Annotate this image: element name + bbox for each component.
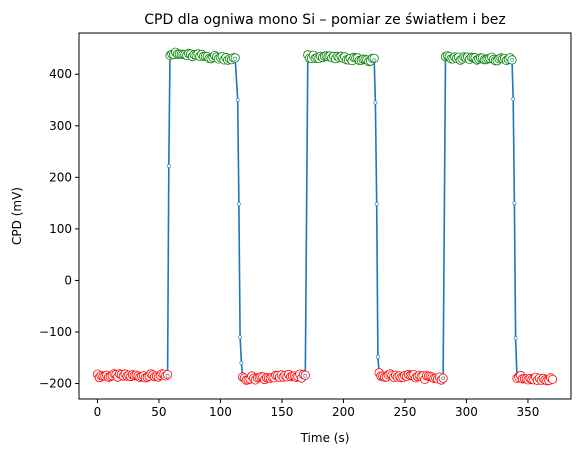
cpd-markers xyxy=(92,47,558,386)
y-tick-label: −100 xyxy=(39,325,72,339)
x-axis-ticks: 0 50 100 150 200 250 300 350 xyxy=(94,399,539,419)
y-axis-title: CPD (mV) xyxy=(10,187,24,245)
transition-point xyxy=(166,164,171,168)
transition-point xyxy=(238,335,243,340)
light-point xyxy=(369,53,379,63)
transition-point xyxy=(236,202,241,207)
transition-point xyxy=(375,354,380,359)
transition-point xyxy=(513,336,518,341)
dark-point xyxy=(547,374,558,384)
plot-frame xyxy=(78,32,572,400)
cpd-series xyxy=(96,51,553,382)
x-tick-label: 200 xyxy=(332,405,355,419)
x-tick-label: 250 xyxy=(393,405,416,419)
cpd-line xyxy=(96,51,553,382)
transition-point xyxy=(510,57,514,62)
y-tick-label: 200 xyxy=(49,170,72,184)
y-tick-label: −200 xyxy=(39,377,72,391)
y-axis-ticks: −200 −100 0 100 200 300 400 xyxy=(39,67,79,391)
transition-point xyxy=(374,202,379,207)
x-tick-label: 150 xyxy=(270,405,293,419)
transition-point xyxy=(303,373,308,378)
transition-point xyxy=(512,201,517,206)
y-tick-label: 0 xyxy=(64,273,72,287)
chart-title: CPD dla ogniwa mono Si – pomiar ze świat… xyxy=(144,12,505,28)
x-tick-label: 350 xyxy=(516,405,539,419)
x-tick-label: 50 xyxy=(151,405,166,419)
y-tick-label: 400 xyxy=(49,67,72,81)
x-tick-label: 100 xyxy=(209,405,232,419)
transition-point xyxy=(372,58,377,63)
transition-point xyxy=(239,360,244,365)
y-tick-label: 300 xyxy=(49,119,72,133)
transition-point xyxy=(373,100,378,105)
y-tick-label: 100 xyxy=(49,222,72,236)
x-tick-label: 0 xyxy=(94,405,102,419)
x-axis-title: Time (s) xyxy=(300,431,350,445)
transition-point xyxy=(235,98,240,102)
transition-point xyxy=(233,56,238,61)
transition-point xyxy=(511,97,516,101)
transition-point xyxy=(441,376,446,381)
x-tick-label: 300 xyxy=(455,405,478,419)
transition-point xyxy=(165,373,170,378)
